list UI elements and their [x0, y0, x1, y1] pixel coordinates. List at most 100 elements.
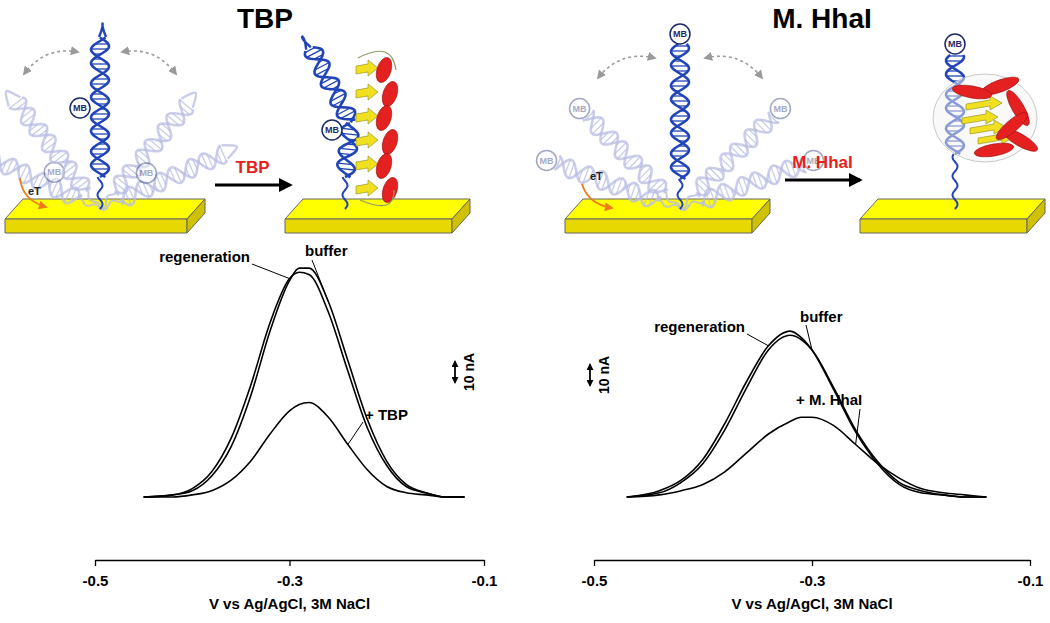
base-pair [678, 145, 686, 146]
base-pair [776, 166, 780, 176]
scale-bar [454, 362, 456, 383]
linker [678, 179, 683, 209]
alpha-helix [973, 141, 1014, 160]
dna-helix [116, 140, 241, 209]
base-pair [92, 93, 103, 94]
base-pair [316, 68, 329, 75]
base-pair [193, 159, 197, 169]
base-pair [65, 162, 71, 167]
base-pair [91, 118, 105, 119]
base-pair [676, 70, 688, 71]
base-pair [134, 189, 136, 191]
base-pair [20, 165, 27, 180]
base-pair [682, 75, 684, 76]
plot-area [627, 331, 987, 497]
x-tick-label: -0.1 [1018, 572, 1044, 589]
base-pair [615, 143, 626, 154]
surface-side [452, 199, 470, 233]
base-pair [158, 127, 171, 138]
voltammogram-curve [627, 335, 987, 497]
base-pair [139, 150, 149, 158]
linker [98, 177, 103, 209]
base-pair [710, 168, 722, 180]
base-pair [156, 175, 163, 190]
base-pair [735, 144, 746, 155]
base-pair [101, 173, 105, 174]
base-pair [575, 172, 576, 176]
electron-transfer-arrow [582, 184, 612, 208]
x-tick: -0.3 [277, 560, 303, 589]
base-pair [149, 139, 161, 149]
base-pair [749, 180, 751, 182]
leader-line [806, 325, 812, 350]
surface-front [285, 219, 452, 233]
curve-label: regeneration [159, 248, 250, 265]
gold-surface [565, 199, 770, 233]
x-tick-mark [812, 560, 813, 566]
base-pair [91, 63, 108, 64]
protein-envelope [933, 74, 1037, 162]
leader-line [348, 422, 363, 445]
x-tick-mark [289, 560, 290, 566]
alpha-helix [379, 175, 400, 204]
mb-label: MB [325, 125, 339, 135]
dna-strand [91, 38, 109, 178]
mb-label: MB [540, 156, 554, 166]
base-pair [671, 85, 687, 86]
base-pair [333, 100, 344, 106]
base-pair [946, 60, 962, 61]
base-pair [649, 182, 651, 184]
base-pair [123, 199, 125, 203]
schematic: MBMBMBMBMBeTM. HhaIMB [537, 24, 1045, 233]
base-pair [680, 110, 685, 111]
base-pair [339, 107, 341, 108]
base-pair [96, 68, 108, 69]
base-pair [565, 160, 570, 174]
base-pair [675, 45, 688, 46]
base-pair [749, 129, 757, 137]
surface-side [752, 199, 770, 233]
leader-line [856, 409, 860, 445]
base-pair [321, 78, 333, 84]
base-pair [583, 167, 589, 183]
base-pair [672, 95, 683, 96]
base-pair [698, 192, 701, 195]
beta-strand [356, 84, 378, 100]
alpha-helix [379, 79, 400, 108]
motion-arrow [24, 51, 78, 74]
base-pair [167, 122, 170, 125]
surface-front [565, 219, 752, 233]
base-pair [182, 114, 184, 115]
mb-label: MB [673, 29, 687, 39]
base-pair [947, 75, 964, 76]
x-tick: -0.5 [582, 560, 608, 589]
motion-arrow [705, 56, 762, 78]
base-pair [30, 179, 32, 181]
base-pair [736, 188, 738, 195]
hairpin-loop [300, 35, 311, 49]
base-pair [657, 196, 658, 200]
base-pair [673, 115, 689, 116]
mb-circle [537, 150, 557, 170]
base-pair [629, 157, 641, 169]
base-pair [180, 100, 193, 111]
reaction-label: TBP [236, 158, 270, 177]
dna-strand [698, 156, 807, 210]
panel: M. HhaIMBMBMBMBMBeTM. HhaIMB-0.5-0.3-0.1… [537, 3, 1045, 612]
methylene-blue: MB [44, 162, 64, 182]
beta-strand [356, 180, 378, 196]
voltammogram-curve [144, 272, 465, 497]
base-pair [6, 159, 13, 175]
mb-circle [945, 34, 965, 54]
base-pair [100, 108, 105, 109]
base-pair [42, 136, 55, 146]
linker [663, 192, 682, 211]
x-tick: -0.1 [472, 560, 498, 589]
curve-label: regeneration [654, 318, 745, 335]
base-pair [625, 156, 634, 165]
base-pair [10, 98, 23, 108]
surface-top [860, 199, 1045, 219]
curve-label: + M. HhaI [796, 391, 862, 408]
surface-front [5, 219, 187, 233]
base-pair [72, 178, 84, 187]
